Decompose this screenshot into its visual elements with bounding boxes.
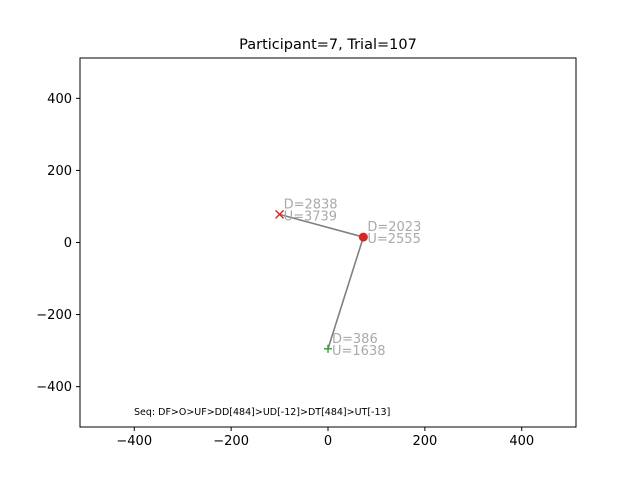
y-tick-label: −400	[36, 380, 72, 395]
y-axis: −400 −200 0 200 400	[36, 92, 80, 395]
y-tick-label: −200	[36, 308, 72, 323]
x-tick-label: 0	[324, 434, 332, 449]
y-tick-label: 400	[47, 92, 72, 107]
middle-point-marker	[358, 232, 368, 242]
point-label: U=2555	[367, 232, 421, 247]
x-tick-label: 200	[412, 434, 437, 449]
plot-area-frame	[79, 57, 577, 428]
point-label: D=386	[332, 332, 378, 347]
sequence-annotation: Seq: DF>O>UF>DD[484]>UD[-12]>DT[484]>UT[…	[134, 407, 390, 418]
x-tick-label: −200	[213, 434, 249, 449]
chart-title: Participant=7, Trial=107	[239, 37, 417, 53]
point-label: U=1638	[332, 344, 386, 359]
y-tick-label: 0	[64, 236, 72, 251]
point-label: D=2838	[284, 197, 338, 212]
x-tick-label: −400	[116, 434, 152, 449]
point-label: U=3739	[284, 209, 338, 224]
x-tick-label: 400	[509, 434, 534, 449]
y-tick-label: 200	[47, 164, 72, 179]
start-point-marker	[324, 344, 332, 353]
x-axis: −400 −200 0 200 400	[116, 427, 534, 449]
cross-marker-b	[275, 209, 285, 219]
end-point-marker	[275, 209, 285, 219]
point-label: D=2023	[367, 220, 421, 235]
